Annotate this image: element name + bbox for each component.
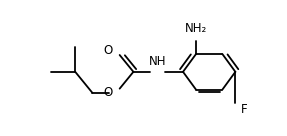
Text: O: O (103, 86, 112, 99)
Text: O: O (103, 44, 112, 57)
Text: NH₂: NH₂ (185, 22, 207, 35)
Text: F: F (241, 103, 248, 116)
Text: NH: NH (149, 55, 166, 68)
